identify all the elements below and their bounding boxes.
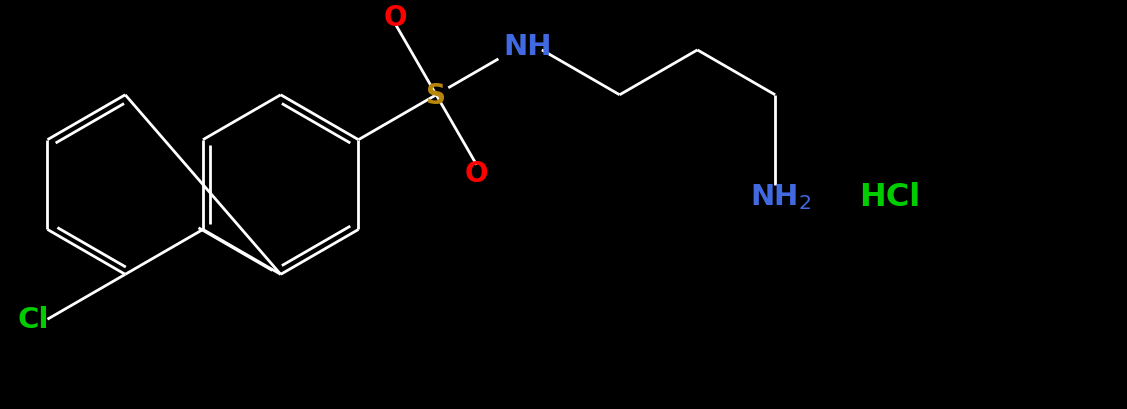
Text: Cl: Cl <box>18 306 50 333</box>
Text: O: O <box>464 160 488 187</box>
Text: NH$_2$: NH$_2$ <box>749 182 810 212</box>
Text: NH: NH <box>504 33 552 61</box>
Text: HCl: HCl <box>859 182 921 213</box>
Text: O: O <box>384 4 408 32</box>
Text: S: S <box>426 81 446 110</box>
